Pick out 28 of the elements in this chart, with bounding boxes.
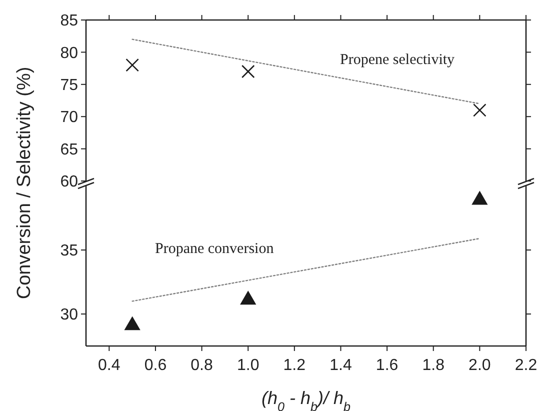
x-tick-label: 1.2 [283, 357, 306, 374]
x-tick-label: 1.4 [330, 357, 352, 374]
x-tick-label: 0.4 [98, 357, 120, 374]
annotation: Propane conversion [155, 241, 274, 257]
point [241, 64, 255, 78]
y-tick-label: 30 [60, 306, 78, 324]
y-tick-label: 70 [60, 109, 78, 126]
x-tick-label: 2.2 [514, 357, 538, 374]
x-tick-label: 0.8 [190, 357, 214, 374]
y-tick-label: 60 [60, 174, 78, 191]
y-tick-label: 75 [60, 77, 78, 94]
point [472, 191, 488, 205]
y-tick-label: 35 [60, 242, 78, 260]
x-tick-label: 1.8 [422, 357, 445, 374]
y-tick-label: 85 [60, 12, 78, 30]
annotation: Propene selectivity [340, 52, 456, 68]
x-tick-label: 1.0 [236, 357, 260, 374]
x-tick-label: 1.6 [376, 357, 398, 374]
point [240, 291, 256, 305]
point [126, 58, 139, 72]
point [473, 104, 486, 117]
x-tick-label: 0.6 [144, 357, 167, 374]
x-tick-label: 2.0 [468, 357, 491, 374]
x-axis-title: (h$_{0}$ - h$_{b}$)/ h$_{b}$ [261, 388, 351, 411]
y-tick-label: 80 [60, 44, 78, 62]
y-axis-title: Conversion / Selectivity (%) [14, 66, 35, 300]
y-tick-label: 65 [60, 141, 78, 158]
point [124, 316, 140, 330]
